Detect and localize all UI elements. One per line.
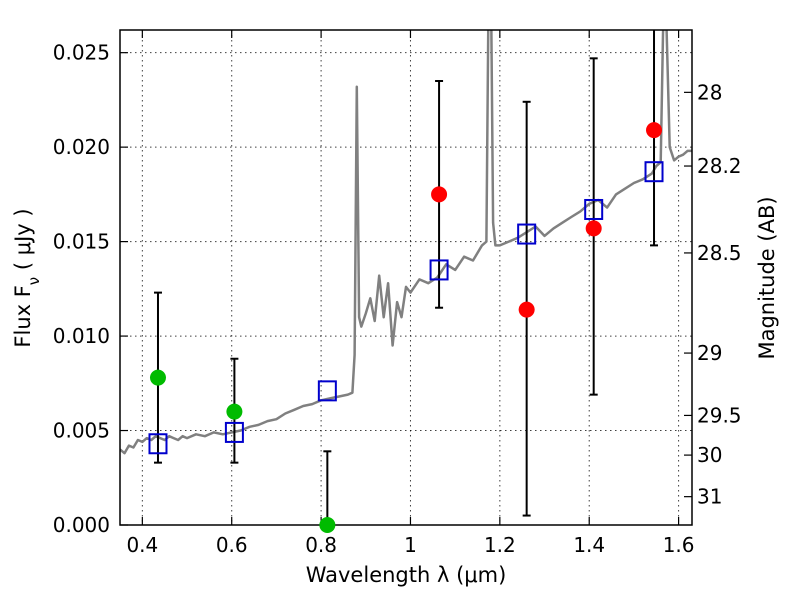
x-tick-label: 0.6 [216, 533, 248, 557]
model-photometry-point [148, 433, 168, 455]
observed-point [646, 122, 663, 139]
model-photometry-point [224, 421, 244, 443]
markers [148, 30, 664, 533]
y-tick-label: 0.015 [53, 230, 110, 254]
right-tick-label: 29.5 [697, 403, 742, 427]
observed-point [585, 220, 602, 237]
y-tick-label: 0.020 [53, 135, 110, 159]
model-photometry-point [584, 198, 604, 220]
observed-point [226, 403, 243, 420]
right-axis-label: Magnitude (AB) [755, 196, 779, 359]
x-tick-label: 0.8 [305, 533, 337, 557]
x-tick-label: 1.2 [484, 533, 516, 557]
x-axis-label: Wavelength λ (μm) [306, 563, 507, 587]
y-axis-label: Flux Fν ( μJy ) [11, 208, 43, 347]
model-photometry-point [317, 380, 337, 402]
axis-ticks: 0.4 0.6 0.8 1 1.2 1.4 1.6 0.000 0.005 0.010 0.015 0… [53, 30, 742, 557]
model-photometry-point [644, 161, 664, 183]
right-tick-label: 30 [697, 443, 722, 467]
right-tick-label: 29 [697, 341, 722, 365]
x-tick-label: 1.4 [573, 533, 605, 557]
model-photometry-point [517, 223, 537, 245]
right-tick-label: 28 [697, 80, 722, 104]
plot-frame [119, 29, 693, 526]
observed-point [431, 186, 448, 203]
plot-area [120, 30, 692, 455]
y-axis-label-subscript: ν [25, 277, 43, 285]
x-tick-label: 1 [404, 533, 417, 557]
x-tick-label: 1.6 [663, 533, 695, 557]
y-axis-label-text: Flux F [11, 285, 35, 347]
observed-point [518, 301, 535, 318]
model-spectrum-line [120, 30, 692, 455]
y-tick-label: 0.010 [53, 324, 110, 348]
right-tick-label: 28.2 [697, 154, 742, 178]
y-axis-label-unit: ( μJy ) [11, 208, 35, 276]
observed-point [319, 517, 336, 533]
y-tick-label: 0.005 [53, 419, 110, 443]
right-tick-label: 28.5 [697, 241, 742, 265]
grid-lines [120, 30, 692, 526]
x-tick-label: 0.4 [126, 533, 158, 557]
model-photometry-point [429, 259, 449, 281]
observed-point [149, 369, 166, 386]
right-tick-label: 31 [697, 485, 722, 509]
y-tick-label: 0.025 [53, 41, 110, 65]
y-tick-label: 0.000 [53, 513, 110, 537]
